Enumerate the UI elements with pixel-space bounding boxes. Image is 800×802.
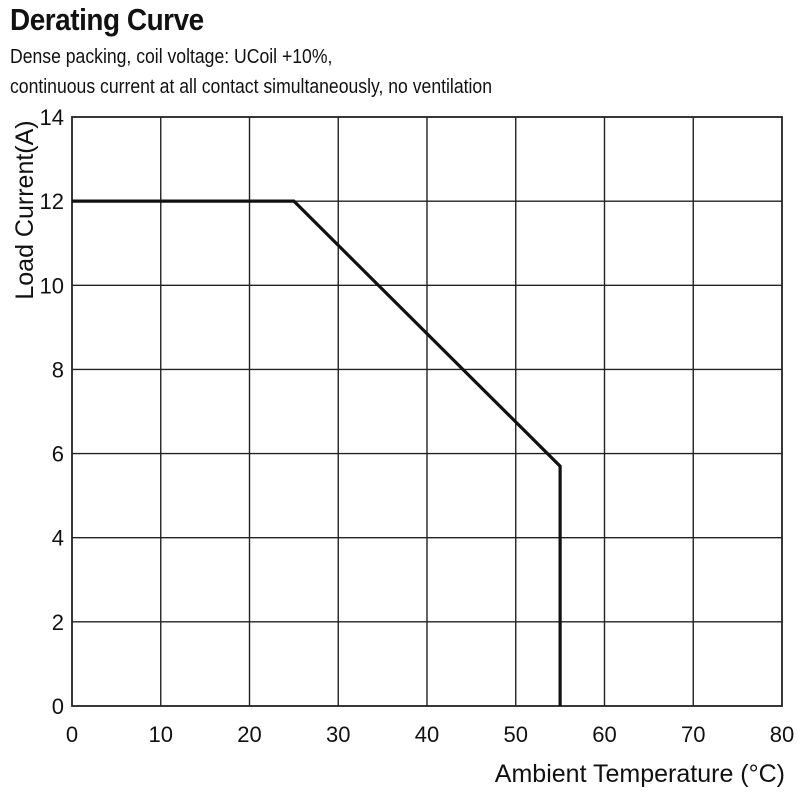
x-tick-label-7: 70 (681, 722, 705, 747)
x-tick-label-8: 80 (770, 722, 794, 747)
y-axis-label: Load Current(A) (11, 120, 39, 299)
x-tick-labels: 0 10 20 30 40 50 60 70 80 (66, 722, 794, 747)
y-tick-label-5: 10 (40, 273, 64, 298)
y-tick-label-3: 6 (52, 442, 64, 467)
y-tick-label-2: 4 (52, 526, 64, 551)
subtitle-line-2: continuous current at all contact simult… (10, 76, 492, 98)
y-tick-label-1: 2 (52, 610, 64, 635)
plot-frame (71, 116, 783, 707)
x-tick-label-3: 30 (326, 722, 350, 747)
grid-lines (72, 117, 782, 706)
x-tick-label-6: 60 (592, 722, 616, 747)
chart-title: Derating Curve (10, 2, 204, 37)
x-tick-label-4: 40 (415, 722, 439, 747)
x-tick-label-5: 50 (504, 722, 528, 747)
y-tick-label-7: 14 (40, 105, 64, 130)
x-tick-label-0: 0 (66, 722, 78, 747)
x-tick-label-1: 10 (149, 722, 173, 747)
chart-subtitle: Dense packing, coil voltage: UCoil +10%,… (10, 42, 492, 102)
x-tick-label-2: 20 (237, 722, 261, 747)
y-tick-label-0: 0 (52, 694, 64, 719)
series-layer (71, 199, 562, 707)
y-tick-label-4: 8 (52, 357, 64, 382)
derating-curve-line (72, 199, 562, 706)
y-tick-labels: 0 2 4 6 8 10 12 14 (40, 105, 64, 719)
x-axis-label: Ambient Temperature (°C) (495, 760, 785, 788)
subtitle-line-1: Dense packing, coil voltage: UCoil +10%, (10, 46, 333, 68)
y-tick-label-6: 12 (40, 189, 64, 214)
plot-border (71, 116, 783, 707)
